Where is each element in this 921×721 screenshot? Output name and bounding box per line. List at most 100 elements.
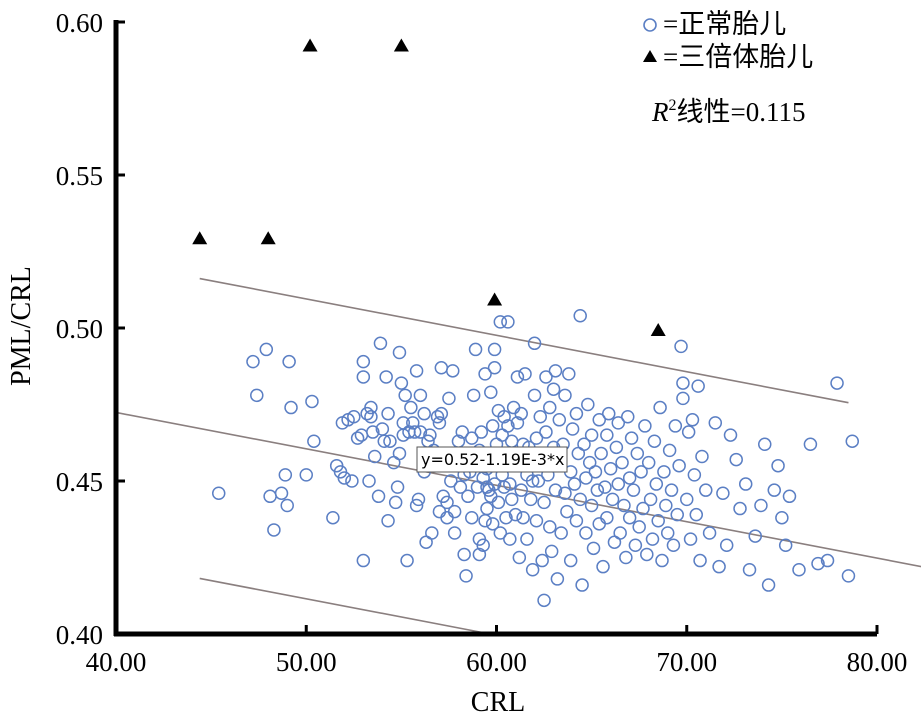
normal-fetus-point xyxy=(407,425,422,439)
normal-fetus-point xyxy=(640,547,654,562)
normal-fetus-point xyxy=(520,532,534,546)
normal-fetus-point xyxy=(775,510,789,525)
normal-fetus-point xyxy=(653,400,667,415)
normal-fetus-point xyxy=(687,468,702,482)
normal-fetus-point xyxy=(356,354,371,369)
normal-fetus-point xyxy=(742,562,757,577)
normal-fetus-point xyxy=(404,400,418,415)
normal-fetus-point xyxy=(510,370,525,384)
normal-fetus-point xyxy=(716,486,730,500)
normal-fetus-point xyxy=(263,489,277,504)
normal-fetus-point xyxy=(419,535,433,549)
normal-fetus-point xyxy=(267,523,281,537)
normal-fetus-point xyxy=(487,477,502,491)
normal-fetus-point xyxy=(430,409,445,424)
normal-fetus-point xyxy=(738,477,753,491)
normal-fetus-point xyxy=(501,419,515,433)
normal-fetus-point xyxy=(476,538,490,553)
normal-fetus-point xyxy=(533,409,548,424)
normal-fetus-point xyxy=(444,474,458,488)
normal-fetus-point xyxy=(440,495,454,510)
trisomy-fetus-point xyxy=(393,38,409,52)
normal-fetus-point xyxy=(573,492,587,507)
normal-fetus-point xyxy=(535,553,549,568)
lower-prediction-line xyxy=(199,577,491,635)
normal-fetus-point xyxy=(388,495,403,510)
normal-fetus-point xyxy=(647,434,662,448)
regression-equation: y=0.52-1.19E-3*x xyxy=(421,450,564,469)
normal-fetus-point xyxy=(754,498,768,513)
normal-fetus-point xyxy=(641,455,656,470)
normal-fetus-point xyxy=(516,510,530,525)
normal-fetus-point xyxy=(617,498,631,513)
normal-fetus-point xyxy=(676,376,690,390)
normal-fetus-point xyxy=(562,367,576,381)
normal-fetus-point xyxy=(632,520,646,534)
legend-normal-marker xyxy=(643,18,657,32)
normal-fetus-point xyxy=(413,425,428,439)
normal-fetus-point xyxy=(504,492,519,507)
normal-fetus-point xyxy=(350,431,365,445)
normal-fetus-point xyxy=(282,354,296,369)
normal-fetus-point xyxy=(630,446,645,461)
normal-fetus-point xyxy=(537,593,551,608)
normal-fetus-point xyxy=(394,376,409,390)
normal-fetus-point xyxy=(543,400,557,415)
normal-fetus-point xyxy=(771,458,785,473)
normal-fetus-point xyxy=(548,483,563,497)
normal-fetus-point xyxy=(670,507,684,522)
normal-fetus-point xyxy=(514,406,528,421)
normal-fetus-point xyxy=(550,572,565,586)
normal-fetus-point xyxy=(474,425,489,439)
normal-fetus-point xyxy=(655,553,669,568)
normal-fetus-point xyxy=(539,425,553,439)
normal-fetus-point xyxy=(577,437,591,452)
normal-fetus-point xyxy=(354,428,369,442)
y-tick-label: 0.45 xyxy=(56,467,103,497)
normal-fetus-point xyxy=(575,578,589,592)
normal-fetus-point xyxy=(685,413,700,427)
normal-fetus-point xyxy=(398,388,412,403)
normal-fetus-point xyxy=(622,471,637,485)
normal-fetus-point xyxy=(615,455,629,470)
normal-fetus-point xyxy=(447,526,462,540)
normal-fetus-point xyxy=(417,406,431,421)
legend: =正常胎儿 =三倍体胎儿 R2线性=0.115 xyxy=(643,9,813,127)
normal-fetus-point xyxy=(622,510,637,525)
normal-fetus-point xyxy=(371,489,386,504)
normal-fetus-point xyxy=(601,406,616,421)
normal-fetus-point xyxy=(337,471,352,485)
normal-fetus-point xyxy=(457,547,471,562)
normal-fetus-point xyxy=(345,474,359,488)
normal-fetus-point xyxy=(582,455,597,470)
trisomy-fetus-point xyxy=(260,231,276,245)
normal-fetus-point xyxy=(373,336,388,351)
normal-fetus-point xyxy=(596,559,610,574)
normal-fetus-point xyxy=(571,446,586,461)
normal-fetus-point xyxy=(674,339,688,354)
x-tick-label: 40.00 xyxy=(86,647,147,677)
normal-fetus-point xyxy=(621,409,635,424)
normal-fetus-point xyxy=(645,532,660,546)
normal-fetus-point xyxy=(702,526,717,540)
normal-fetus-point xyxy=(613,526,627,540)
legend-r2-label: 线性=0.115 xyxy=(677,97,806,127)
normal-fetus-point xyxy=(708,416,723,430)
normal-fetus-point xyxy=(681,425,696,439)
normal-fetus-point xyxy=(447,504,462,519)
normal-fetus-point xyxy=(680,492,694,507)
legend-r2-prefix: R xyxy=(651,97,669,127)
trisomy-fetus-point xyxy=(302,38,318,52)
normal-fetus-point xyxy=(782,489,797,504)
normal-fetus-point xyxy=(480,480,494,494)
normal-fetus-point xyxy=(392,345,407,360)
normal-fetus-point xyxy=(274,486,289,500)
trisomy-fetus-point xyxy=(650,323,666,337)
trisomy-fetus-point xyxy=(192,231,208,245)
normal-fetus-point xyxy=(699,483,713,497)
normal-fetus-point xyxy=(554,526,568,540)
normal-fetus-point xyxy=(485,517,500,531)
x-axis-title: CRL xyxy=(471,687,525,718)
normal-fetus-point xyxy=(259,342,274,357)
normal-fetus-point xyxy=(364,400,378,415)
